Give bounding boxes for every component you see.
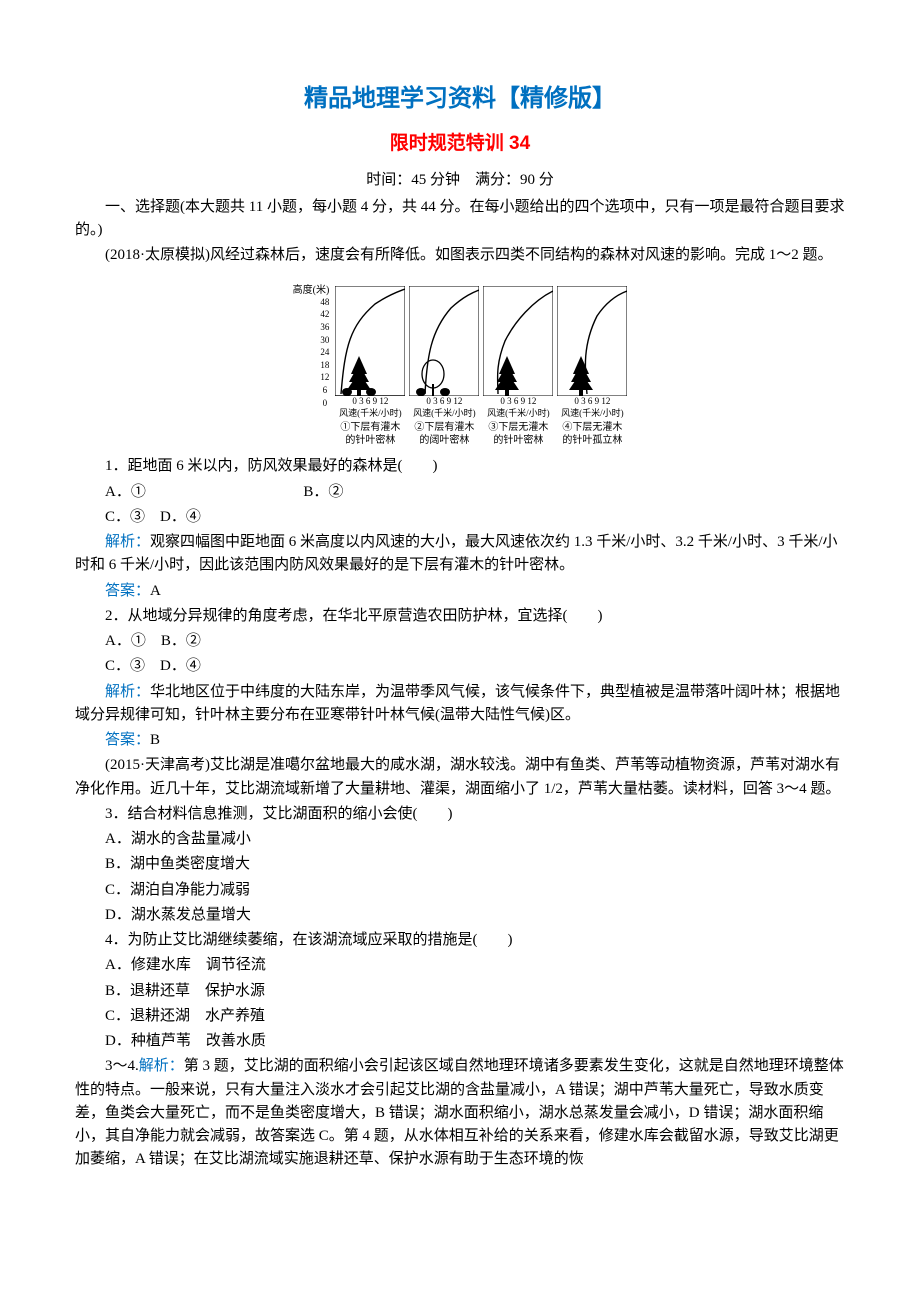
q1-analysis: 解析：观察四幅图中距地面 6 米高度以内风速的大小，最大风速依次约 1.3 千米… <box>75 531 845 578</box>
q2-answer-text: B <box>150 732 160 748</box>
q1-answer: 答案：A <box>75 580 845 603</box>
q4-optA: A．修建水库 调节径流 <box>75 954 845 977</box>
chart-panel-2: 0 3 6 9 12 风速(千米/小时) ②下层有灌木 的阔叶密林 <box>409 286 479 448</box>
q2-answer: 答案：B <box>75 729 845 752</box>
q3-optC: C．湖泊自净能力减弱 <box>75 879 845 902</box>
q3-optB: B．湖中鱼类密度增大 <box>75 853 845 876</box>
x-ticks-3: 0 3 6 9 12 <box>500 397 536 407</box>
q1-opt-row1: A．① B．② <box>75 481 845 504</box>
q4-stem: 4．为防止艾比湖继续萎缩，在该湖流域应采取的措施是( ) <box>75 929 845 952</box>
panel-caption-3: ③下层无灌木 的针叶密林 <box>488 422 548 447</box>
analysis-label: 解析： <box>139 1058 184 1074</box>
x-ticks-4: 0 3 6 9 12 <box>574 397 610 407</box>
passage2: (2015·天津高考)艾比湖是准噶尔盆地最大的咸水湖，湖水较浅。湖中有鱼类、芦苇… <box>75 754 845 801</box>
answer-label: 答案： <box>105 732 150 748</box>
q1-optC: C．③ D．④ <box>75 506 845 529</box>
panel-caption-4: ④下层无灌木 的针叶孤立林 <box>562 422 622 447</box>
y-axis: 高度(米) 48 42 36 30 24 18 12 6 0 <box>293 286 330 408</box>
section1-intro: 一、选择题(本大题共 11 小题，每小题 4 分，共 44 分。在每小题给出的四… <box>75 196 845 243</box>
time-score: 时间：45 分钟 满分：90 分 <box>75 169 845 192</box>
x-ticks-2: 0 3 6 9 12 <box>426 397 462 407</box>
q2-optA: A．① B．② <box>75 630 845 653</box>
x-label-2: 风速(千米/小时) <box>413 407 476 421</box>
q1-optA: A．① <box>105 484 146 500</box>
q1-answer-text: A <box>150 583 161 599</box>
q2-optC: C．③ D．④ <box>75 655 845 678</box>
q3-optD: D．湖水蒸发总量增大 <box>75 904 845 927</box>
chart-panel-4: 0 3 6 9 12 风速(千米/小时) ④下层无灌木 的针叶孤立林 <box>557 286 627 448</box>
x-label-1: 风速(千米/小时) <box>339 407 402 421</box>
q4-optB: B．退耕还草 保护水源 <box>75 980 845 1003</box>
q1-analysis-text: 观察四幅图中距地面 6 米高度以内风速的大小，最大风速依次约 1.3 千米/小时… <box>75 534 838 573</box>
q1-stem: 1．距地面 6 米以内，防风效果最好的森林是( ) <box>75 455 845 478</box>
q34-analysis: 3～4.解析：第 3 题，艾比湖的面积缩小会引起该区域自然地理环境诸多要素发生变… <box>75 1055 845 1171</box>
q34-analysis-text: 第 3 题，艾比湖的面积缩小会引起该区域自然地理环境诸多要素发生变化，这就是自然… <box>75 1058 844 1167</box>
x-ticks-1: 0 3 6 9 12 <box>352 397 388 407</box>
q2-analysis-text: 华北地区位于中纬度的大陆东岸，为温带季风气候，该气候条件下，典型植被是温带落叶阔… <box>75 684 840 723</box>
y-axis-ticks: 48 42 36 30 24 18 12 6 0 <box>320 298 329 408</box>
sub-title: 限时规范特训 34 <box>75 129 845 158</box>
panel-caption-1: ①下层有灌木 的针叶密林 <box>340 422 400 447</box>
answer-label: 答案： <box>105 583 150 599</box>
q2-analysis: 解析：华北地区位于中纬度的大陆东岸，为温带季风气候，该气候条件下，典型植被是温带… <box>75 681 845 728</box>
q34-prefix: 3～4. <box>105 1058 139 1074</box>
analysis-label: 解析： <box>105 684 150 700</box>
q3-stem: 3．结合材料信息推测，艾比湖面积的缩小会使( ) <box>75 803 845 826</box>
q4-optD: D．种植芦苇 改善水质 <box>75 1030 845 1053</box>
x-label-3: 风速(千米/小时) <box>487 407 550 421</box>
q1-optB: B．② <box>303 484 343 500</box>
y-axis-title: 高度(米) <box>293 286 330 296</box>
x-label-4: 风速(千米/小时) <box>561 407 624 421</box>
passage1: (2018·太原模拟)风经过森林后，速度会有所降低。如图表示四类不同结构的森林对… <box>75 244 845 267</box>
panel-caption-2: ②下层有灌木 的阔叶密林 <box>414 422 474 447</box>
chart-panel-1: 0 3 6 9 12 风速(千米/小时) ①下层有灌木 的针叶密林 <box>335 286 405 448</box>
figure: 高度(米) 48 42 36 30 24 18 12 6 0 <box>75 278 845 448</box>
chart-panel-3: 0 3 6 9 12 风速(千米/小时) ③下层无灌木 的针叶密林 <box>483 286 553 448</box>
q4-optC: C．退耕还湖 水产养殖 <box>75 1005 845 1028</box>
q2-stem: 2．从地域分异规律的角度考虑，在华北平原营造农田防护林，宜选择( ) <box>75 605 845 628</box>
analysis-label: 解析： <box>105 534 150 550</box>
q3-optA: A．湖水的含盐量减小 <box>75 828 845 851</box>
main-title: 精品地理学习资料【精修版】 <box>75 80 845 117</box>
